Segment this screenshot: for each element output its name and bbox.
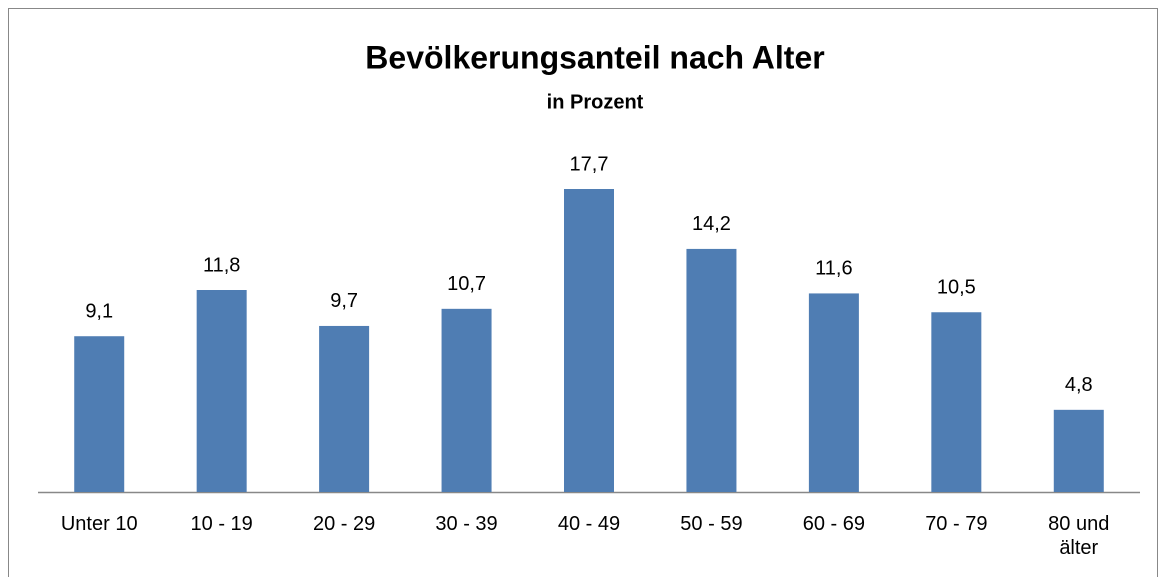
chart-title: Bevölkerungsanteil nach Alter xyxy=(365,39,824,75)
x-tick-label: 10 - 19 xyxy=(190,513,253,535)
value-label: 9,7 xyxy=(330,290,358,312)
bar xyxy=(686,248,737,492)
value-label: 10,7 xyxy=(447,273,486,295)
bar xyxy=(196,290,247,492)
value-label: 4,8 xyxy=(1065,374,1093,396)
x-tick-label: 80 und älter xyxy=(1048,513,1110,559)
bar xyxy=(441,308,492,492)
x-tick-label: 60 - 69 xyxy=(802,513,865,535)
bar xyxy=(1053,409,1104,492)
value-label: 14,2 xyxy=(692,213,731,235)
x-tick-label: 30 - 39 xyxy=(435,513,498,535)
x-tick-label: 20 - 29 xyxy=(312,513,376,535)
value-label: 11,6 xyxy=(815,258,852,280)
bar xyxy=(319,325,370,492)
x-tick-label: 70 - 79 xyxy=(925,513,988,535)
value-label: 10,5 xyxy=(937,277,976,299)
value-label: 11,8 xyxy=(203,254,240,276)
bar xyxy=(931,312,982,492)
x-tick-label: Unter 10 xyxy=(60,513,138,535)
value-label: 17,7 xyxy=(570,153,609,175)
value-label: 9,1 xyxy=(85,301,113,323)
bar xyxy=(808,293,859,492)
x-tick-label: 40 - 49 xyxy=(557,513,621,535)
bar xyxy=(564,189,614,492)
chart-subtitle: in Prozent xyxy=(547,91,644,113)
bar xyxy=(74,336,125,492)
x-tick-label: 50 - 59 xyxy=(680,513,743,535)
chart-frame xyxy=(8,8,1158,577)
